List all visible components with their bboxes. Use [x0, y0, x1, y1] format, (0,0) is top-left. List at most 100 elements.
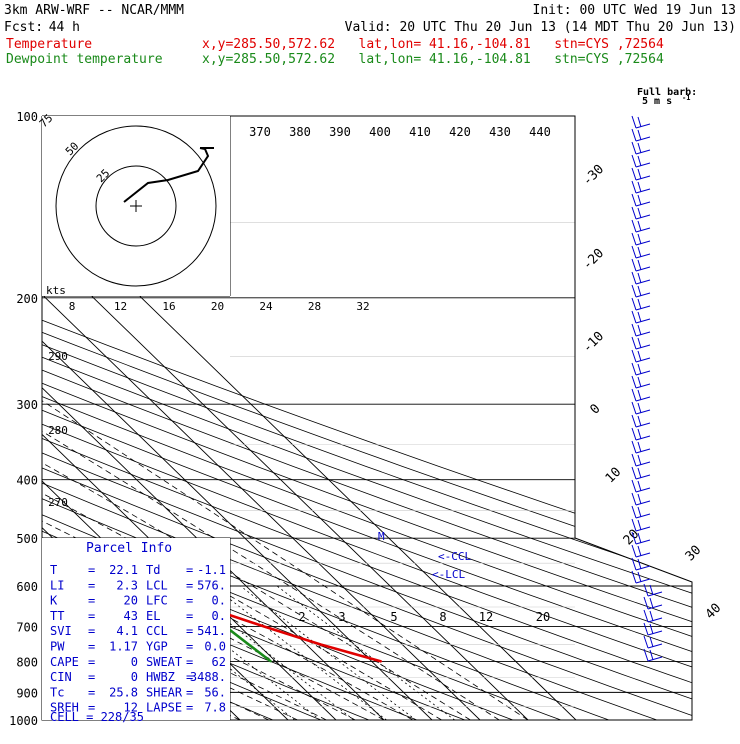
parcel-key: SWEAT: [146, 655, 182, 669]
wind-barb: [631, 258, 651, 272]
wind-barb: [631, 115, 651, 129]
wind-barb: [631, 505, 651, 519]
dewpoint-location: x,y=285.50,572.62 lat,lon= 41.16,-104.81…: [202, 52, 664, 67]
valid-time: Valid: 20 UTC Thu 20 Jun 13 (14 MDT Thu …: [345, 20, 736, 35]
parcel-eq: =: [88, 655, 95, 669]
wind-barb: [631, 479, 651, 493]
pressure-tick-label: 800: [16, 655, 38, 669]
parcel-key: TT: [50, 609, 64, 623]
parcel-value: 3488.: [190, 670, 226, 684]
parcel-key: CAPE: [50, 655, 79, 669]
dry-adiabat-label: 430: [489, 125, 511, 139]
parcel-value: 0: [131, 670, 138, 684]
mixing-ratio-label: 12: [479, 610, 493, 624]
wind-barb: [631, 206, 651, 220]
dewpoint-legend: Dewpoint temperature: [6, 52, 163, 67]
parcel-eq: =: [88, 670, 95, 684]
moist-adiabat-line: [42, 222, 385, 720]
wind-barb: [643, 596, 663, 610]
wind-barb: [631, 453, 651, 467]
parcel-key: HWBZ: [146, 670, 175, 684]
fcst-value: 44 h: [49, 20, 80, 35]
parcel-key: YGP: [146, 640, 168, 654]
parcel-key: Tc: [50, 685, 64, 699]
parcel-value: 0.: [212, 609, 226, 623]
pressure-tick-label: 400: [16, 474, 38, 488]
parcel-info-title: Parcel Info: [86, 541, 172, 556]
parcel-eq: =: [186, 701, 193, 715]
parcel-value: 22.1: [109, 563, 138, 577]
hodo-ring-25: [95, 165, 177, 247]
parcel-eq: =: [88, 701, 95, 715]
dry-adiabat-label: 400: [369, 125, 391, 139]
wind-barb: [631, 128, 651, 142]
mixing-ratio-label: 8: [439, 610, 446, 624]
wind-barb: [631, 518, 651, 532]
parcel-eq: =: [186, 578, 193, 592]
parcel-key: LI: [50, 578, 64, 592]
dry-adiabat-label: 32: [356, 300, 369, 313]
isotherm-line: [42, 116, 529, 720]
pressure-tick-label: 700: [16, 620, 38, 634]
dry-adiabat-label: 280: [48, 424, 68, 437]
parcel-value: 0.0: [204, 640, 226, 654]
parcel-eq: =: [186, 685, 193, 699]
parcel-key: LCL: [146, 578, 168, 592]
wind-barb: [631, 349, 651, 363]
temperature-point: [319, 643, 322, 646]
pressure-tick-label: 900: [16, 686, 38, 700]
fcst-label: Fcst:: [4, 20, 43, 35]
pressure-tick-label: 1000: [9, 714, 38, 728]
parcel-value: 56.: [204, 685, 226, 699]
parcel-key: PW: [50, 640, 65, 654]
parcel-value: 43: [124, 609, 138, 623]
parcel-cell: CELL = 228/35: [50, 710, 144, 724]
hodograph: 25 50 75 kts: [37, 112, 230, 297]
parcel-eq: =: [186, 624, 193, 638]
dry-adiabat-label: 380: [289, 125, 311, 139]
wind-barb: [643, 622, 663, 636]
parcel-key: SVI: [50, 624, 72, 638]
hodo-ring-50: [55, 125, 217, 287]
wind-barb: [631, 375, 651, 389]
pressure-tick-label: 500: [16, 532, 38, 546]
parcel-eq: =: [186, 609, 193, 623]
wind-barb: [631, 492, 651, 506]
parcel-eq: =: [88, 685, 95, 699]
level-annotation: M: [378, 530, 385, 543]
pressure-tick-label: 100: [16, 110, 38, 124]
parcel-key: LFC: [146, 594, 168, 608]
parcel-eq: =: [88, 624, 95, 638]
wind-barb: [631, 297, 651, 311]
wind-barb: [631, 232, 651, 246]
wind-barb: [631, 141, 651, 155]
wind-barbs: [631, 115, 663, 662]
mixing-ratio-label: 20: [536, 610, 550, 624]
moist-adiabat-line: [42, 222, 529, 720]
parcel-value: 1.17: [109, 640, 138, 654]
wind-barb: [631, 401, 651, 415]
parcel-eq: =: [186, 594, 193, 608]
wind-barb: [631, 336, 651, 350]
parcel-value: 0: [131, 655, 138, 669]
parcel-key: SHEAR: [146, 685, 183, 699]
pressure-tick-label: 200: [16, 292, 38, 306]
dry-adiabat-label: 420: [449, 125, 471, 139]
isotherm-line: [42, 116, 385, 720]
parcel-value: 4.1: [116, 624, 138, 638]
dry-adiabat-label: 12: [114, 300, 127, 313]
wind-barb: [631, 154, 651, 168]
parcel-value: 576.: [197, 578, 226, 592]
parcel-key: CCL: [146, 624, 168, 638]
hodo-units: kts: [46, 284, 66, 297]
parcel-key: Td: [146, 563, 160, 577]
wind-barb: [631, 466, 651, 480]
parcel-eq: =: [88, 578, 95, 592]
mixing-ratio-label: 5: [390, 610, 397, 624]
parcel-eq: =: [186, 670, 193, 684]
parcel-eq: =: [186, 655, 193, 669]
dry-adiabat-label: 290: [48, 350, 68, 363]
wind-barb: [631, 544, 651, 558]
dewpoint-point: [247, 643, 250, 646]
